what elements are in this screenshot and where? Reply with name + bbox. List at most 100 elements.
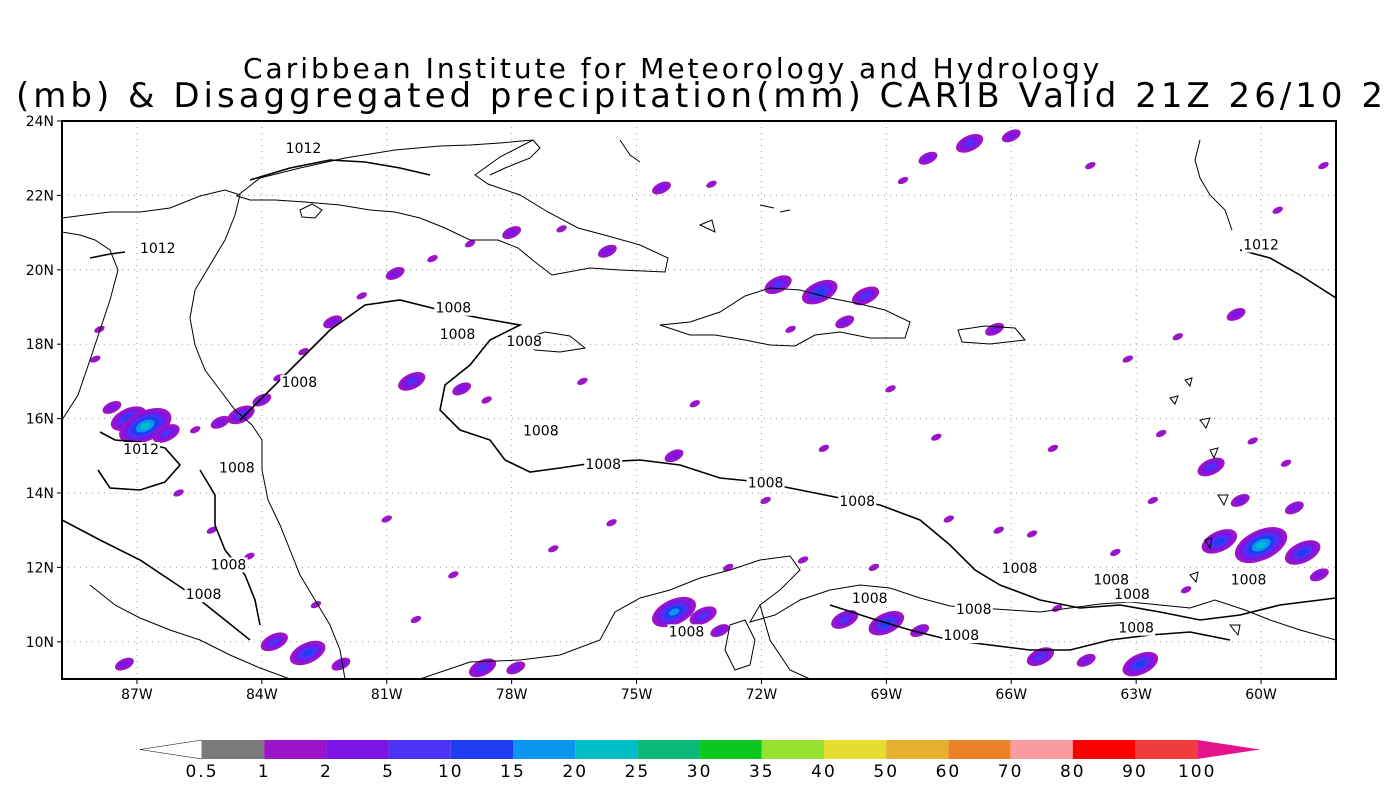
precip-cell	[839, 615, 850, 624]
precip-cell	[706, 180, 717, 188]
isobar-label-bg	[1117, 620, 1156, 636]
colorbar-segment	[264, 740, 327, 759]
precip-cell	[689, 400, 701, 408]
isobar-label-bg	[1092, 572, 1131, 588]
isobar-label: 1008	[852, 591, 888, 607]
precip-cell	[464, 240, 476, 248]
precip-cell	[1205, 463, 1217, 471]
precip-cell	[1235, 496, 1246, 505]
precip-cell	[785, 325, 796, 333]
precip-cell	[119, 660, 130, 668]
colorbar-label: 10	[438, 762, 464, 782]
isobar-label: 1008	[281, 375, 317, 391]
colorbar-label: 50	[873, 762, 899, 782]
isobar-label-bg	[1000, 561, 1039, 577]
precip-cell	[602, 247, 613, 255]
isobar-1008-venezuela	[829, 604, 1231, 651]
precip-cell	[1280, 459, 1292, 467]
lon-tick-label: 78W	[496, 687, 528, 703]
isobar-label-bg	[434, 300, 473, 316]
precip-cell	[1289, 504, 1300, 512]
precip-cell	[606, 519, 617, 527]
isobar-label: 1008	[440, 327, 476, 343]
lat-tick-label: 18N	[26, 337, 54, 353]
lat-tick-label: 20N	[26, 263, 54, 279]
lake-maracaibo-coastline	[724, 619, 756, 671]
precip-cell	[1047, 444, 1059, 452]
precip-cell	[506, 228, 517, 237]
precip-cell	[381, 515, 392, 523]
precip-cell	[814, 288, 825, 296]
colorbar-label: 5	[382, 762, 395, 782]
colorbar-segment	[1010, 740, 1073, 759]
precip-cell	[868, 563, 880, 572]
isobar-1012-west	[89, 251, 126, 259]
isobar-label: 1008	[186, 587, 222, 603]
yucatan-west-coastline	[62, 231, 119, 421]
precip-cell	[897, 176, 909, 185]
precip-cell	[1110, 548, 1121, 557]
precipitation-field	[90, 129, 1329, 678]
precip-cell	[1230, 310, 1242, 319]
precip-cell	[1255, 541, 1267, 549]
precip-cell	[1006, 132, 1017, 140]
isobar-label-bg	[184, 587, 223, 603]
precip-cell	[1080, 656, 1092, 665]
isobar-label: 1008	[1118, 621, 1154, 637]
lat-tick-label: 22N	[26, 188, 54, 204]
colorbar-segment	[575, 740, 638, 759]
isobar-label-bg	[746, 475, 785, 491]
isobar-label: 1008	[436, 301, 472, 317]
precip-cell	[1026, 530, 1038, 538]
east-coastline	[1194, 139, 1233, 231]
isobar-label: 1008	[748, 476, 784, 492]
isobar-label: 1008	[839, 494, 875, 510]
precip-cell	[1135, 660, 1146, 668]
colorbar-label: 90	[1122, 762, 1148, 782]
isobar-1008-pacific	[62, 519, 251, 641]
chart-title-line-1: Caribbean Institute for Meteorology and …	[243, 52, 1103, 85]
colorbar-label: 25	[625, 762, 651, 782]
precip-cell	[964, 139, 975, 147]
isobar-label: 1008	[1231, 572, 1267, 588]
isobar-label-bg	[1112, 587, 1151, 603]
lon-tick-label: 60W	[1245, 687, 1277, 703]
colorbar-segment	[1135, 740, 1198, 759]
precip-cell	[722, 563, 734, 572]
colorbar-segment	[948, 740, 1011, 759]
precip-cell	[577, 377, 588, 386]
isobar-label: 1012	[1243, 237, 1279, 253]
precip-cell	[510, 664, 522, 672]
precip-cell	[477, 664, 488, 672]
precip-cell	[327, 318, 338, 326]
precip-cell	[1172, 333, 1184, 341]
isobar-label-bg	[850, 590, 889, 606]
precip-cell	[668, 452, 680, 460]
precip-cell	[1272, 206, 1283, 214]
colorbar-label: 100	[1178, 762, 1216, 782]
precip-cell	[1314, 571, 1325, 579]
colorbar-label: 60	[936, 762, 962, 782]
isobar-label: 1012	[140, 241, 176, 257]
precip-cell	[1247, 437, 1258, 445]
precip-cell	[772, 281, 784, 289]
precip-cell	[456, 385, 467, 393]
colorbar-label: 15	[500, 762, 526, 782]
precip-cell	[1085, 162, 1096, 170]
colorbar-under-triangle	[139, 739, 203, 760]
precip-cell	[839, 318, 850, 326]
precip-cell	[1318, 162, 1329, 170]
precip-cell	[797, 556, 809, 564]
colorbar-segment	[699, 740, 762, 759]
isobar-label-bg	[138, 241, 177, 257]
isobar-1012-honduras	[97, 431, 182, 491]
isobar-label: 1008	[585, 457, 621, 473]
isobar-label-bg	[217, 460, 256, 476]
colorbar-label: 80	[1060, 762, 1086, 782]
central-america-coastline	[62, 189, 346, 679]
colorbar-segment	[886, 740, 949, 759]
colorbar-label: 40	[811, 762, 837, 782]
isobar-label: 1008	[211, 557, 247, 573]
lat-tick-label: 12N	[26, 560, 54, 576]
